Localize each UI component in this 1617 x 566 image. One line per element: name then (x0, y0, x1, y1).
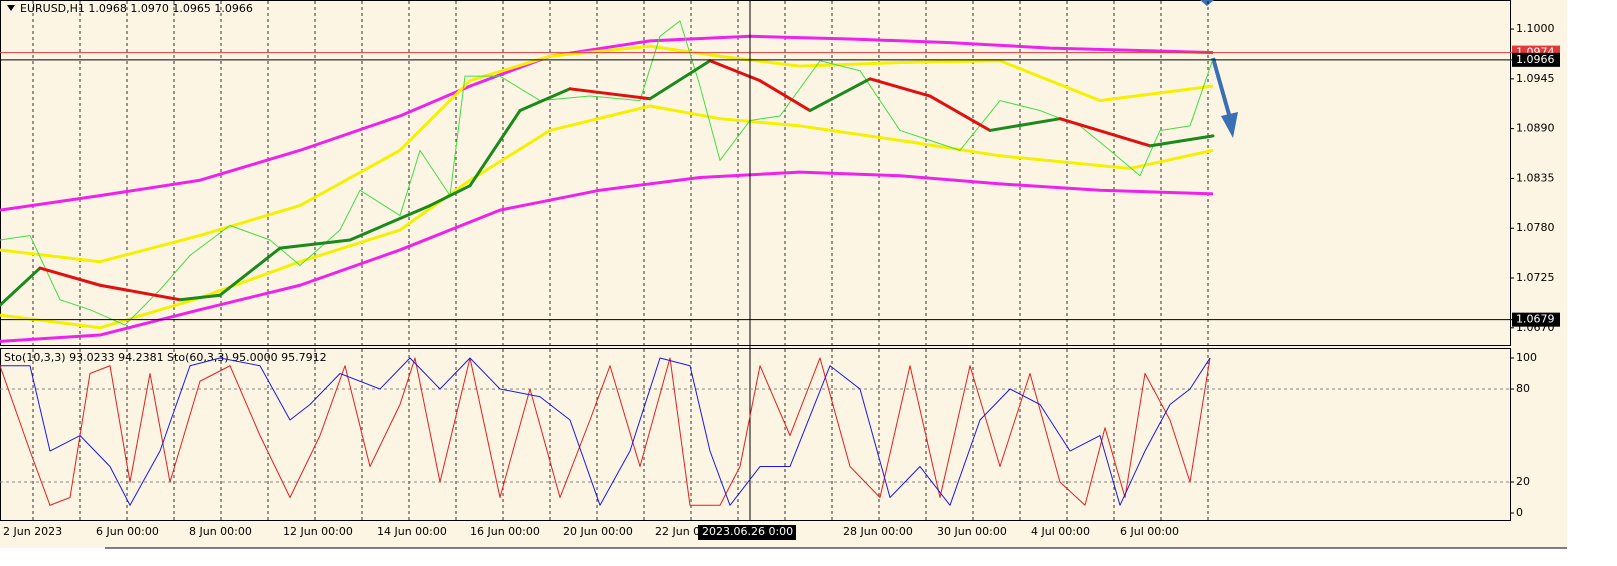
x-tick-label: 12 Jun 00:00 (283, 525, 353, 538)
x-tick-label: 30 Jun 00:00 (937, 525, 1007, 538)
ma-segment (988, 117, 1062, 132)
ma-segment (98, 283, 182, 302)
series-line (0, 20, 1214, 326)
forecast-arrow (1200, 0, 1238, 138)
ma-segment (648, 59, 712, 101)
series-line (0, 357, 1211, 506)
y-tick-label: 1.0835 (1516, 171, 1555, 184)
ma-segment (708, 59, 762, 83)
x-tick-label: 28 Jun 00:00 (843, 525, 913, 538)
ma-segment (38, 266, 102, 287)
y-tick-label: 1.1000 (1516, 22, 1555, 35)
ma-segment (278, 238, 352, 250)
ma-segment (178, 293, 222, 302)
ma-segment (808, 77, 872, 113)
ma-segment (428, 184, 472, 208)
y-tick-label: 1.0780 (1516, 221, 1555, 234)
x-tick-label: 6 Jun 00:00 (96, 525, 159, 538)
x-tick-label: 6 Jul 00:00 (1120, 525, 1179, 538)
y-tick-label: 1.0725 (1516, 271, 1555, 284)
series-line (0, 34, 1214, 212)
price-label-bg (1512, 312, 1560, 327)
price-label: 1.0679 (1516, 313, 1555, 326)
price-frame (0, 0, 1511, 346)
x-tick-label: 14 Jun 00:00 (377, 525, 447, 538)
stoch-title: Sto(10,3,3) 93.0233 94.2381 Sto(60,3,3) … (4, 351, 327, 364)
ma-segment (1058, 117, 1152, 148)
ma-segment (218, 246, 282, 297)
ma-segment (568, 87, 652, 101)
x-tick-label: 8 Jun 00:00 (189, 525, 252, 538)
stoch-frame (0, 348, 1511, 521)
crosshair-label-bg (698, 525, 796, 540)
y-tick-label: 20 (1516, 475, 1530, 488)
ma-segment (0, 266, 42, 307)
series-line (0, 357, 1211, 506)
ma-segment (928, 94, 992, 132)
crosshair-label: 2023.06.26 0:00 (702, 525, 793, 538)
series-line (0, 170, 1214, 343)
y-tick-label: 80 (1516, 382, 1530, 395)
x-tick-label: 16 Jun 00:00 (470, 525, 540, 538)
ma-segment (468, 109, 522, 188)
header-title: EURUSD,H1 1.0968 1.0970 1.0965 1.0966 (20, 2, 253, 15)
series-line (0, 44, 1214, 264)
chart-background (0, 0, 1567, 548)
frames (0, 0, 1567, 549)
y-tick-label: 100 (1516, 351, 1537, 364)
x-tick-label: 4 Jul 00:00 (1031, 525, 1090, 538)
ma-segment (518, 87, 572, 113)
price-label: 1.0966 (1516, 53, 1555, 66)
ma-segment (348, 204, 432, 242)
y-tick-label: 1.0890 (1516, 122, 1555, 135)
series-line (0, 104, 1214, 330)
ma-segment (758, 79, 812, 113)
ma-segment (1148, 134, 1215, 148)
y-tick-label: 1.0945 (1516, 72, 1555, 85)
header-triangle (7, 5, 15, 11)
x-tick-label: 2 Jun 2023 (3, 525, 62, 538)
y-tick-label: 0 (1516, 506, 1523, 519)
x-tick-label: 20 Jun 00:00 (563, 525, 633, 538)
price-label-bg (1512, 52, 1560, 67)
ma-segment (868, 77, 932, 98)
